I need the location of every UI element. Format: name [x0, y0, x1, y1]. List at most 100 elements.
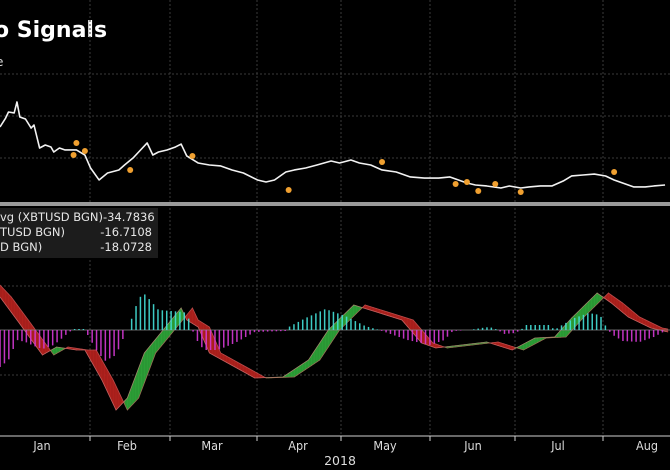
histogram-bar-positive — [363, 325, 365, 330]
legend-label: TUSD BGN) — [0, 225, 65, 239]
histogram-bar-negative — [442, 330, 444, 341]
histogram-bar-negative — [446, 330, 449, 337]
histogram-bar-negative — [420, 330, 422, 343]
histogram-bar-positive — [565, 322, 567, 330]
ribbon-segment-bearish — [197, 319, 202, 334]
panel-separator — [0, 202, 670, 206]
chart-title: o Signals — [0, 18, 108, 43]
histogram-bar-negative — [516, 330, 519, 332]
x-tick-label: Jul — [551, 438, 565, 453]
signal-marker — [611, 169, 618, 175]
histogram-bar-positive — [569, 320, 572, 330]
macd-legend: vg (XBTUSD BGN) -34.7836 TUSD BGN) -16.710… — [0, 208, 158, 258]
histogram-bar-negative — [60, 330, 63, 339]
legend-row-histogram: D BGN) -18.0728 — [0, 240, 158, 255]
histogram-bar-positive — [183, 312, 186, 330]
histogram-bar-positive — [591, 313, 593, 330]
histogram-bar-positive — [578, 316, 580, 330]
histogram-bar-positive — [288, 326, 291, 330]
histogram-bar-negative — [433, 330, 436, 344]
histogram-bar-positive — [152, 304, 155, 330]
histogram-bar-positive — [293, 324, 295, 330]
histogram-bar-negative — [385, 330, 387, 333]
histogram-bar-negative — [503, 330, 506, 334]
histogram-bar-negative — [0, 330, 1, 367]
histogram-bar-negative — [508, 330, 510, 334]
histogram-bar-negative — [25, 330, 28, 343]
histogram-bar-positive — [323, 309, 326, 330]
histogram-bar-positive — [600, 316, 602, 330]
histogram-bar-negative — [8, 330, 10, 360]
histogram-bar-negative — [275, 330, 278, 332]
macd-histogram — [0, 294, 670, 367]
histogram-bar-negative — [262, 330, 264, 332]
histogram-bar-negative — [209, 330, 212, 350]
histogram-bar-negative — [231, 330, 234, 344]
histogram-bar-negative — [21, 330, 23, 342]
histogram-bar-negative — [630, 330, 633, 342]
histogram-bar-negative — [499, 330, 501, 332]
histogram-bar-positive — [551, 328, 554, 330]
histogram-bar-positive — [130, 318, 133, 330]
histogram-bar-negative — [398, 330, 400, 338]
histogram-bar-positive — [315, 313, 317, 330]
histogram-bar-negative — [43, 330, 45, 349]
signal-line — [0, 284, 668, 411]
histogram-bar-positive — [481, 327, 484, 330]
histogram-bar-negative — [459, 330, 462, 331]
histogram-bar-negative — [113, 330, 115, 357]
histogram-bar-negative — [652, 330, 655, 338]
histogram-bar-positive — [530, 325, 532, 330]
macd-ribbon — [0, 284, 669, 411]
chart-subtitle: e — [0, 55, 3, 69]
histogram-bar-positive — [78, 329, 80, 330]
histogram-bar-negative — [205, 330, 207, 350]
price-line — [0, 101, 666, 189]
histogram-bar-positive — [354, 321, 357, 330]
histogram-bar-negative — [91, 330, 93, 343]
signal-marker — [492, 181, 499, 188]
x-tick-label: Mar — [201, 438, 223, 453]
histogram-bar-negative — [87, 330, 89, 335]
histogram-bar-negative — [12, 330, 14, 349]
legend-value: -34.7836 — [102, 210, 155, 224]
histogram-bar-negative — [69, 330, 71, 332]
histogram-bar-negative — [416, 330, 418, 343]
x-tick-label: May — [373, 438, 397, 453]
histogram-bar-negative — [661, 330, 664, 333]
x-tick-label: Aug — [636, 438, 658, 453]
histogram-bar-negative — [271, 330, 273, 332]
histogram-bar-negative — [258, 330, 260, 332]
signal-marker — [189, 152, 196, 159]
x-tick-label: Apr — [288, 438, 308, 453]
histogram-bar-negative — [108, 330, 111, 359]
histogram-bar-positive — [310, 315, 313, 330]
signal-marker — [517, 189, 524, 195]
histogram-bar-negative — [639, 330, 642, 342]
signal-marker — [452, 181, 459, 188]
histogram-bar-negative — [617, 330, 620, 339]
histogram-bar-positive — [494, 329, 497, 330]
histogram-bar-positive — [179, 311, 181, 330]
histogram-bar-positive — [301, 319, 304, 330]
histogram-bar-negative — [218, 330, 221, 350]
histogram-bar-positive — [82, 329, 85, 330]
histogram-bar-negative — [407, 330, 409, 341]
histogram-bar-negative — [512, 330, 515, 334]
histogram-bar-positive — [547, 325, 550, 330]
histogram-bar-negative — [429, 330, 431, 345]
histogram-bar-negative — [236, 330, 238, 342]
histogram-bar-positive — [319, 311, 322, 330]
histogram-bar-negative — [34, 330, 36, 347]
histogram-bar-negative — [394, 330, 396, 336]
histogram-bar-negative — [47, 330, 50, 347]
histogram-bar-positive — [358, 323, 361, 330]
signal-marker — [73, 139, 80, 146]
histogram-bar-positive — [306, 317, 308, 330]
histogram-bar-positive — [174, 311, 177, 330]
legend-label: vg (XBTUSD BGN) — [0, 210, 103, 224]
signal-marker — [285, 186, 292, 193]
histogram-bar-positive — [139, 296, 142, 330]
histogram-bar-positive — [328, 310, 330, 330]
histogram-bar-positive — [490, 327, 493, 330]
